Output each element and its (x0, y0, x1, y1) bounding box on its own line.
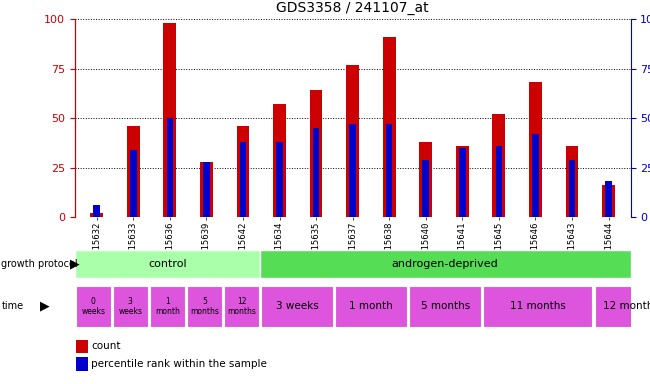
Text: androgen-deprived: androgen-deprived (392, 259, 499, 269)
Text: ▶: ▶ (40, 300, 50, 313)
Bar (224, 286, 259, 326)
Bar (602, 185, 615, 217)
Bar (200, 162, 213, 217)
Bar (484, 286, 592, 326)
Bar (313, 128, 319, 217)
Bar (422, 160, 429, 217)
Bar (94, 205, 100, 217)
Bar (595, 286, 650, 326)
Text: percentile rank within the sample: percentile rank within the sample (91, 359, 267, 369)
Bar (346, 65, 359, 217)
Text: 0
weeks: 0 weeks (81, 296, 105, 316)
Text: 3
weeks: 3 weeks (118, 296, 142, 316)
Bar (493, 114, 505, 217)
Text: 12 months: 12 months (603, 301, 650, 311)
Bar (309, 90, 322, 217)
Bar (383, 37, 396, 217)
Bar (529, 83, 542, 217)
Bar (349, 124, 356, 217)
Bar (113, 286, 148, 326)
Bar (130, 150, 136, 217)
Bar (532, 134, 539, 217)
Text: time: time (1, 301, 23, 311)
Bar (203, 162, 210, 217)
Bar (187, 286, 222, 326)
Bar (456, 146, 469, 217)
Text: 5 months: 5 months (421, 301, 470, 311)
Text: 11 months: 11 months (510, 301, 566, 311)
Bar (566, 146, 578, 217)
Bar (76, 286, 111, 326)
Bar (260, 250, 630, 278)
Text: 1
month: 1 month (155, 296, 180, 316)
Bar (419, 142, 432, 217)
Bar (276, 142, 283, 217)
Bar (127, 126, 140, 217)
Bar (237, 126, 250, 217)
Bar (386, 124, 393, 217)
Text: 3 weeks: 3 weeks (276, 301, 318, 311)
Bar (335, 286, 407, 326)
Text: 12
months: 12 months (227, 296, 256, 316)
Bar (459, 148, 465, 217)
Bar (410, 286, 481, 326)
Bar (495, 146, 502, 217)
Bar (273, 104, 286, 217)
Bar (166, 118, 173, 217)
Bar (163, 23, 176, 217)
Text: count: count (91, 341, 120, 351)
Text: control: control (148, 259, 187, 269)
Text: ▶: ▶ (70, 258, 79, 270)
Bar (150, 286, 185, 326)
Text: growth protocol: growth protocol (1, 259, 78, 269)
Bar (569, 160, 575, 217)
Text: 5
months: 5 months (190, 296, 219, 316)
Bar (75, 250, 260, 278)
Bar (605, 181, 612, 217)
Bar (240, 142, 246, 217)
Bar (90, 213, 103, 217)
Title: GDS3358 / 241107_at: GDS3358 / 241107_at (276, 2, 429, 15)
Text: 1 month: 1 month (349, 301, 393, 311)
Bar (261, 286, 333, 326)
